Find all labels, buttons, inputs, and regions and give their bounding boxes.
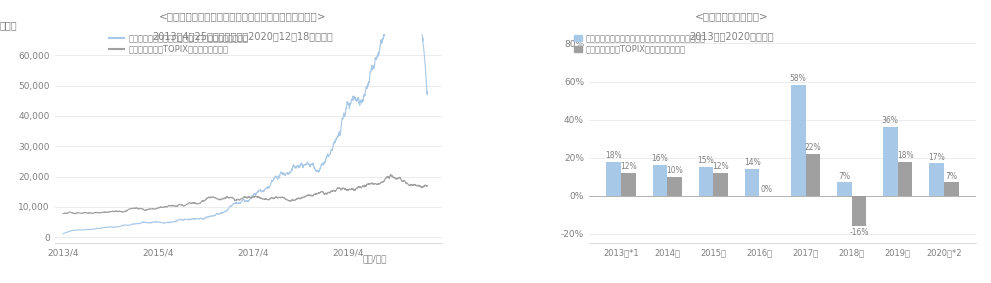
Text: 2013年4月25日（設定日）〜2020年12月18日、日次: 2013年4月25日（設定日）〜2020年12月18日、日次: [153, 31, 333, 41]
Bar: [929, 163, 943, 196]
Text: 15%: 15%: [698, 156, 715, 165]
Text: -16%: -16%: [849, 228, 869, 237]
Bar: [744, 169, 759, 196]
Text: 12%: 12%: [713, 162, 729, 171]
Text: 22%: 22%: [805, 143, 822, 152]
Bar: [943, 183, 958, 196]
Text: 2013年〜2020年、年次: 2013年〜2020年、年次: [689, 31, 774, 41]
Legend: 東京海上・ジャパン・オーナーズ株式マザーファンド, 東証株価指数（TOPIX）　（配当込み）: 東京海上・ジャパン・オーナーズ株式マザーファンド, 東証株価指数（TOPIX） …: [574, 34, 706, 53]
Text: 12%: 12%: [620, 162, 637, 171]
Text: 7%: 7%: [945, 171, 957, 181]
Bar: [836, 183, 851, 196]
Text: 7%: 7%: [838, 171, 850, 181]
Legend: 東京海上・ジャパン・オーナーズ株式マザーファンド, 東証株価指数（TOPIX）　（配当込み）: 東京海上・ジャパン・オーナーズ株式マザーファンド, 東証株価指数（TOPIX） …: [109, 34, 248, 53]
Bar: [667, 177, 682, 196]
Text: 10%: 10%: [666, 166, 683, 175]
Text: 14%: 14%: [743, 158, 760, 167]
Bar: [606, 162, 621, 196]
Text: 58%: 58%: [790, 74, 807, 83]
Bar: [851, 196, 866, 226]
Bar: [653, 165, 667, 196]
Text: （年/月）: （年/月）: [363, 254, 386, 263]
Text: 18%: 18%: [897, 151, 914, 160]
Bar: [898, 162, 913, 196]
Y-axis label: （円）: （円）: [0, 20, 17, 30]
Bar: [699, 167, 714, 196]
Text: 0%: 0%: [761, 185, 773, 194]
Text: <ご参考：マザーファンドの基準価額と日本株式の推移>: <ご参考：マザーファンドの基準価額と日本株式の推移>: [159, 11, 327, 21]
Bar: [791, 85, 806, 196]
Text: 16%: 16%: [651, 155, 668, 163]
Bar: [714, 173, 728, 196]
Bar: [621, 173, 636, 196]
Bar: [883, 127, 898, 196]
Text: 18%: 18%: [606, 151, 622, 160]
Text: 17%: 17%: [928, 153, 944, 162]
Text: <ご参考：年間騰落率>: <ご参考：年間騰落率>: [695, 11, 768, 21]
Text: 36%: 36%: [882, 116, 899, 125]
Bar: [806, 154, 821, 196]
